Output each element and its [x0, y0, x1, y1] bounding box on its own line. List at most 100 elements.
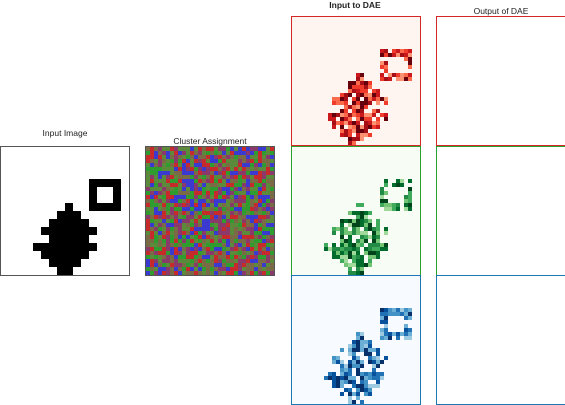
cluster-cell: [154, 227, 158, 231]
cluster-cell: [190, 175, 194, 179]
dae-input-blue-pixel: [388, 312, 392, 316]
cluster-cell: [198, 183, 202, 187]
cluster-cell: [182, 199, 186, 203]
cluster-cell: [230, 239, 234, 243]
cluster-cell: [234, 231, 238, 235]
cluster-cell: [194, 163, 198, 167]
dae-input-red-pixel: [356, 125, 360, 129]
dae-input-red-pixel: [328, 117, 332, 121]
cluster-cell: [230, 235, 234, 239]
cluster-cell: [158, 151, 162, 155]
cluster-cell: [178, 187, 182, 191]
cluster-cell: [262, 239, 266, 243]
cluster-cell: [158, 227, 162, 231]
cluster-cell: [262, 263, 266, 267]
cluster-cell: [178, 207, 182, 211]
dae-input-blue-pixel: [368, 340, 372, 344]
dae-input-blue-pixel: [344, 380, 348, 384]
input-pixel: [81, 251, 89, 259]
cluster-cell: [238, 271, 242, 275]
dae-input-blue-pixel: [340, 368, 344, 372]
cluster-cell: [226, 207, 230, 211]
cluster-cell: [198, 235, 202, 239]
cluster-cell: [242, 207, 246, 211]
dae-input-green-pixel: [332, 255, 336, 259]
cluster-cell: [158, 171, 162, 175]
dae-input-green-pixel: [396, 207, 400, 211]
dae-input-red-pixel: [388, 73, 392, 77]
dae-input-red-pixel: [376, 93, 380, 97]
cluster-cell: [222, 259, 226, 263]
cluster-cell: [178, 247, 182, 251]
dae-input-green-pixel: [368, 219, 372, 223]
cluster-cell: [182, 187, 186, 191]
cluster-cell: [202, 239, 206, 243]
dae-input-green-pixel: [344, 251, 348, 255]
cluster-cell: [266, 215, 270, 219]
cluster-cell: [194, 231, 198, 235]
cluster-cell: [206, 191, 210, 195]
dae-input-green-pixel: [376, 227, 380, 231]
cluster-cell: [158, 259, 162, 263]
dae-input-blue-pixel: [352, 384, 356, 388]
cluster-cell: [150, 183, 154, 187]
cluster-cell: [198, 175, 202, 179]
dae-input-red-pixel: [364, 133, 368, 137]
dae-input-green-pixel: [368, 259, 372, 263]
cluster-cell: [270, 259, 274, 263]
input-pixel: [65, 267, 73, 275]
cluster-cell: [218, 151, 222, 155]
cluster-cell: [222, 247, 226, 251]
dae-input-red-pixel: [348, 89, 352, 93]
cluster-assignment-panel: [145, 146, 275, 276]
cluster-cell: [218, 247, 222, 251]
cluster-cell: [186, 191, 190, 195]
cluster-cell: [166, 175, 170, 179]
cluster-cell: [154, 251, 158, 255]
cluster-cell: [170, 207, 174, 211]
dae-input-green-pixel: [356, 223, 360, 227]
cluster-cell: [166, 179, 170, 183]
dae-input-blue-pixel: [356, 384, 360, 388]
dae-input-blue-pixel: [384, 316, 388, 320]
cluster-cell: [210, 259, 214, 263]
cluster-cell: [162, 183, 166, 187]
input-pixel: [65, 243, 73, 251]
input-pixel: [49, 243, 57, 251]
cluster-cell: [206, 255, 210, 259]
dae-input-red-pixel: [348, 137, 352, 141]
cluster-cell: [178, 147, 182, 151]
dae-input-red-pixel: [380, 65, 384, 69]
cluster-cell: [202, 187, 206, 191]
dae-input-red-pixel: [340, 121, 344, 125]
dae-input-blue-pixel: [332, 356, 336, 360]
cluster-cell: [226, 223, 230, 227]
cluster-cell: [214, 259, 218, 263]
cluster-cell: [178, 239, 182, 243]
cluster-cell: [158, 243, 162, 247]
dae-input-blue-pixel: [376, 384, 380, 388]
cluster-cell: [162, 203, 166, 207]
cluster-cell: [246, 263, 250, 267]
dae-input-blue-pixel: [380, 308, 384, 312]
cluster-cell: [246, 179, 250, 183]
input-pixel: [49, 219, 57, 227]
cluster-cell: [262, 271, 266, 275]
cluster-cell: [146, 259, 150, 263]
cluster-cell: [254, 159, 258, 163]
dae-input-blue-pixel: [352, 352, 356, 356]
cluster-cell: [170, 191, 174, 195]
cluster-cell: [162, 235, 166, 239]
cluster-cell: [150, 235, 154, 239]
dae-input-blue-pixel: [352, 348, 356, 352]
dae-input-red-pixel: [348, 81, 352, 85]
dae-input-red-pixel: [336, 121, 340, 125]
cluster-cell: [270, 215, 274, 219]
cluster-cell: [146, 251, 150, 255]
dae-input-blue-pixel: [364, 392, 368, 396]
cluster-cell: [186, 151, 190, 155]
dae-input-green-pixel: [344, 247, 348, 251]
dae-input-blue-pixel: [404, 336, 408, 340]
cluster-cell: [238, 199, 242, 203]
cluster-cell: [198, 243, 202, 247]
